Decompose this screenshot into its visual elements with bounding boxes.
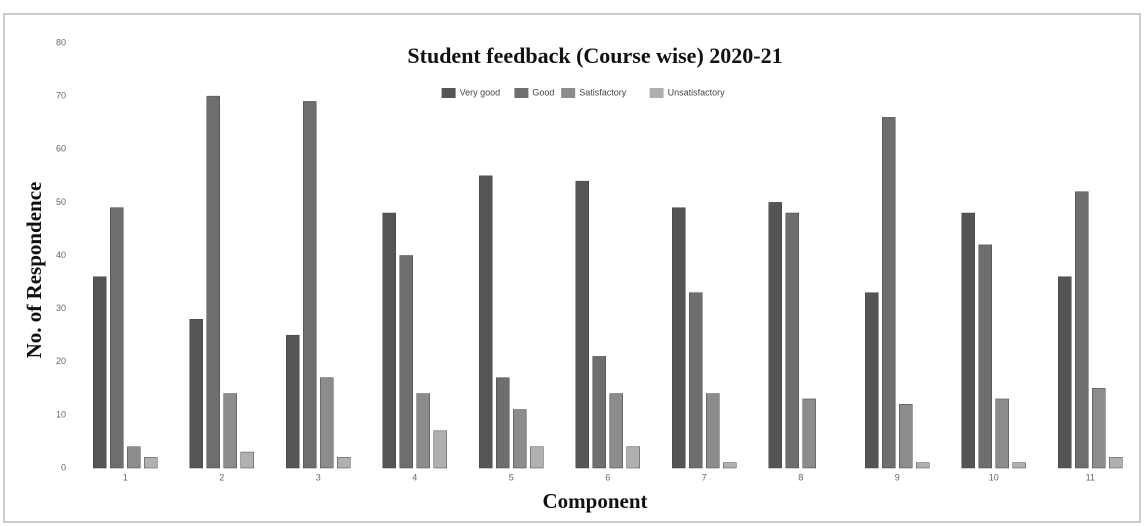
y-tick-label: 0 [61, 462, 66, 472]
bar [479, 175, 493, 469]
y-tick-label: 60 [56, 144, 66, 154]
bar [382, 212, 396, 469]
y-axis-label: No. of Respondence [22, 182, 46, 359]
x-tick-label: 2 [219, 472, 224, 482]
x-tick-label: 3 [316, 472, 321, 482]
bar [575, 180, 589, 469]
bar [995, 398, 1009, 469]
bar [416, 393, 430, 469]
x-tick-label: 9 [895, 472, 900, 482]
y-tick-label: 20 [56, 356, 66, 366]
y-tick-label: 10 [56, 409, 66, 419]
legend-swatch [514, 88, 529, 98]
bar [303, 101, 317, 469]
y-tick-label: 30 [56, 303, 66, 313]
bar [433, 430, 447, 469]
y-tick-label: 50 [56, 197, 66, 207]
bar [882, 117, 896, 469]
bar [802, 398, 816, 469]
bar [320, 377, 334, 469]
legend-swatch [561, 88, 576, 98]
bar [110, 207, 124, 469]
bar [723, 462, 737, 469]
legend-swatch [649, 88, 664, 98]
legend-label: Very good [460, 87, 501, 97]
bar [1012, 462, 1026, 469]
bar [286, 334, 300, 469]
legend-swatch [441, 88, 456, 98]
x-tick-label: 6 [605, 472, 610, 482]
bar [672, 207, 686, 469]
bar [513, 409, 527, 469]
bar [1109, 457, 1123, 469]
x-axis-label: Component [542, 489, 647, 513]
bar [609, 393, 623, 469]
bar [978, 244, 992, 469]
bar [1075, 191, 1089, 469]
bar [206, 95, 220, 469]
bar [592, 356, 606, 469]
bar [865, 292, 879, 469]
x-tick-label: 10 [989, 472, 999, 482]
chart-border [3, 13, 1141, 523]
bar [240, 451, 254, 469]
bar [1058, 276, 1072, 469]
bar [916, 462, 930, 469]
bar [785, 212, 799, 469]
chart-title: Student feedback (Course wise) 2020-21 [407, 43, 782, 68]
y-tick-label: 80 [56, 37, 66, 47]
bar [399, 255, 413, 469]
x-tick-label: 1 [123, 472, 128, 482]
bar [496, 377, 510, 469]
x-tick-label: 11 [1086, 472, 1095, 482]
bar [127, 446, 141, 469]
bar [223, 393, 237, 469]
bar [961, 212, 975, 469]
x-tick-label: 8 [798, 472, 803, 482]
y-tick-label: 70 [56, 91, 66, 101]
x-tick-label: 4 [412, 472, 417, 482]
legend-label: Good [532, 87, 554, 97]
y-tick-label: 40 [56, 250, 66, 260]
bar [768, 202, 782, 469]
x-tick-label: 5 [509, 472, 514, 482]
bar [626, 446, 640, 469]
legend-label: Satisfactory [579, 87, 627, 97]
bar [144, 457, 158, 469]
legend-label: Unsatisfactory [668, 87, 726, 97]
bar [530, 446, 544, 469]
bar [899, 404, 913, 469]
bar [689, 292, 703, 469]
bar [93, 276, 107, 469]
bar [337, 457, 351, 469]
bar [189, 319, 203, 469]
x-tick-label: 7 [702, 472, 707, 482]
bar [706, 393, 720, 469]
bar [1092, 388, 1106, 469]
